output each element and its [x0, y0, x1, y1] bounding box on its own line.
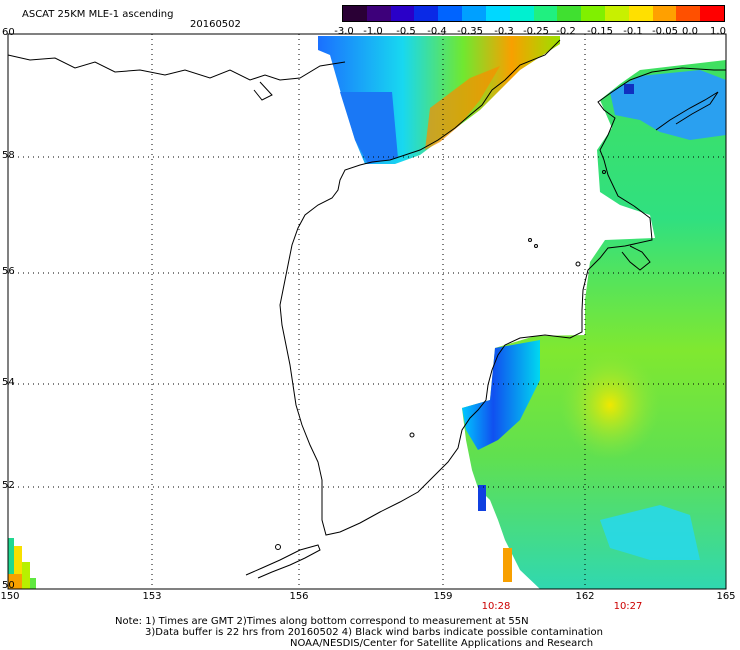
lon-label-153: 153: [142, 591, 162, 602]
colorbar-seg: [414, 6, 439, 21]
corner-swath: [30, 578, 36, 589]
islet: [534, 244, 538, 248]
colorbar-label: -1.0: [363, 26, 383, 37]
map-frame: [7, 33, 727, 590]
footnote-line-2: 3)Data buffer is 22 hrs from 20160502 4)…: [145, 627, 603, 638]
lower-island: [245, 544, 321, 579]
east-upper-blue: [610, 70, 726, 140]
east-blue-pixel: [478, 485, 486, 511]
lat-label-50: 50: [2, 580, 15, 591]
colorbar-label: 1.0: [710, 26, 726, 37]
north-coast-spur: [253, 81, 273, 101]
wind-data-layer: [8, 36, 726, 589]
peninsula-coast: [621, 245, 651, 271]
islet: [602, 170, 606, 174]
colorbar-label: -0.5: [396, 26, 416, 37]
colorbar-label: 0.0: [682, 26, 698, 37]
colorbar-seg: [343, 6, 367, 21]
colorbar-seg: [581, 6, 605, 21]
colorbar-seg: [533, 6, 558, 21]
top-swath-orange: [425, 66, 500, 150]
lon-label-150: 150: [0, 591, 20, 602]
colorbar-label: -0.4: [427, 26, 447, 37]
colorbar-label: -0.2: [556, 26, 576, 37]
lat-label-60: 60: [2, 27, 15, 38]
lat-label-56: 56: [2, 266, 15, 277]
footnote-line-1: Note: 1) Times are GMT 2)Times along bot…: [115, 616, 529, 627]
coastline: [7, 39, 726, 579]
colorbar: [342, 5, 725, 22]
east-blue-band: [462, 340, 540, 450]
colorbar-label: -0.35: [457, 26, 483, 37]
colorbar-seg: [462, 6, 486, 21]
colorbar-seg: [509, 6, 534, 21]
islet: [528, 238, 532, 242]
time-label: 10:27: [613, 601, 643, 612]
colorbar-label: -0.1: [623, 26, 643, 37]
top-swath-blue: [340, 92, 398, 164]
kamchatka-west-coast: [279, 39, 726, 536]
colorbar-seg: [557, 6, 582, 21]
colorbar-seg: [676, 6, 701, 21]
map-date: 20160502: [190, 19, 241, 30]
colorbar-label: -0.3: [494, 26, 514, 37]
lon-label-156: 156: [289, 591, 309, 602]
colorbar-label: -0.15: [587, 26, 613, 37]
lat-label-54: 54: [2, 377, 15, 388]
colorbar-seg: [628, 6, 653, 21]
east-yellow-blob: [560, 350, 660, 460]
east-dark-pixel: [624, 84, 634, 94]
corner-swath: [14, 546, 22, 589]
corner-swath: [22, 562, 30, 589]
taui-coast: [655, 91, 719, 131]
lon-label-159: 159: [433, 591, 453, 602]
colorbar-seg: [652, 6, 677, 21]
lon-label-165: 165: [716, 591, 736, 602]
colorbar-seg: [485, 6, 510, 21]
lat-label-52: 52: [2, 480, 15, 491]
east-orange-sliver: [503, 548, 512, 582]
north-coast: [7, 54, 346, 81]
colorbar-seg: [438, 6, 463, 21]
colorbar-seg: [604, 6, 629, 21]
map-title: ASCAT 25KM MLE-1 ascending: [22, 9, 174, 20]
corner-swath: [8, 538, 14, 589]
east-cyan-low: [600, 505, 700, 560]
colorbar-label: -3.0: [334, 26, 354, 37]
colorbar-label: -0.25: [523, 26, 549, 37]
time-label: 10:28: [481, 601, 511, 612]
footnote-line-3: NOAA/NESDIS/Center for Satellite Applica…: [290, 638, 594, 649]
colorbar-seg: [366, 6, 391, 21]
islet: [575, 261, 581, 267]
colorbar-seg: [700, 6, 724, 21]
corner-swath: [8, 574, 22, 589]
lat-label-58: 58: [2, 150, 15, 161]
east-swath: [462, 60, 726, 589]
islet: [409, 432, 415, 438]
colorbar-seg: [390, 6, 415, 21]
lon-label-162: 162: [575, 591, 595, 602]
colorbar-label: -0.05: [652, 26, 678, 37]
islet: [275, 544, 281, 550]
